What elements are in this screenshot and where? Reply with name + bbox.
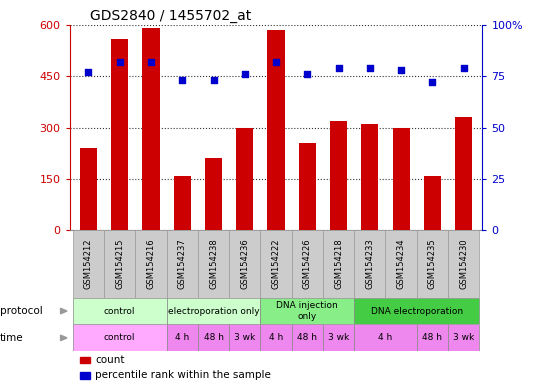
Point (334, 65, 343, 71)
Text: protocol: protocol (0, 306, 43, 316)
Text: DNA injection
only: DNA injection only (277, 301, 338, 321)
Bar (167, 298, 260, 324)
Bar (292, 230, 323, 298)
Bar (417, 230, 448, 298)
Bar (260, 298, 354, 324)
Text: count: count (95, 355, 125, 365)
Text: GSM154233: GSM154233 (366, 238, 374, 290)
Bar (73, 324, 167, 351)
Bar (104, 230, 136, 298)
Text: GSM154216: GSM154216 (146, 239, 155, 289)
Bar (111, 39, 128, 230)
Point (178, 77, 187, 83)
Bar (260, 324, 292, 351)
Bar (385, 230, 417, 298)
Text: GSM154226: GSM154226 (303, 239, 312, 289)
Point (397, 67, 405, 73)
Point (209, 77, 218, 83)
Bar (354, 324, 417, 351)
Text: 4 h: 4 h (378, 333, 392, 343)
Bar (292, 324, 323, 351)
Bar (448, 230, 479, 298)
Point (303, 71, 311, 77)
Text: 3 wk: 3 wk (453, 333, 474, 343)
Point (84, 69, 93, 75)
Point (115, 59, 124, 65)
Bar (80, 356, 90, 363)
Text: GDS2840 / 1455702_at: GDS2840 / 1455702_at (90, 8, 251, 23)
Text: GSM154212: GSM154212 (84, 239, 93, 289)
Text: 48 h: 48 h (422, 333, 442, 343)
Bar (80, 372, 90, 379)
Bar (260, 230, 292, 298)
Text: GSM154236: GSM154236 (240, 238, 249, 290)
Bar (236, 127, 254, 230)
Text: percentile rank within the sample: percentile rank within the sample (95, 370, 271, 381)
Text: control: control (104, 333, 136, 343)
Text: GSM154230: GSM154230 (459, 239, 468, 289)
Text: 3 wk: 3 wk (234, 333, 255, 343)
Bar (330, 121, 347, 230)
Polygon shape (61, 308, 67, 314)
Point (366, 65, 374, 71)
Bar (323, 230, 354, 298)
Bar (299, 143, 316, 230)
Bar (229, 324, 260, 351)
Bar (73, 230, 104, 298)
Text: GSM154215: GSM154215 (115, 239, 124, 289)
Text: GSM154218: GSM154218 (334, 239, 343, 289)
Point (241, 71, 249, 77)
Bar (198, 230, 229, 298)
Bar (455, 118, 472, 230)
Bar (73, 298, 167, 324)
Point (272, 59, 280, 65)
Text: 48 h: 48 h (297, 333, 317, 343)
Text: GSM154222: GSM154222 (272, 239, 280, 289)
Point (459, 65, 468, 71)
Bar (229, 230, 260, 298)
Bar (174, 175, 191, 230)
Bar (198, 324, 229, 351)
Text: control: control (104, 306, 136, 316)
Text: GSM154234: GSM154234 (397, 239, 406, 289)
Bar (424, 175, 441, 230)
Bar (167, 230, 198, 298)
Bar (80, 148, 97, 230)
Text: 4 h: 4 h (175, 333, 189, 343)
Text: 48 h: 48 h (204, 333, 224, 343)
Bar (205, 159, 222, 230)
Polygon shape (61, 335, 67, 341)
Bar (361, 124, 378, 230)
Point (428, 79, 437, 86)
Text: electroporation only: electroporation only (168, 306, 259, 316)
Bar (167, 324, 198, 351)
Text: GSM154238: GSM154238 (209, 238, 218, 290)
Point (147, 59, 155, 65)
Text: DNA electroporation: DNA electroporation (371, 306, 463, 316)
Bar (267, 30, 285, 230)
Text: GSM154235: GSM154235 (428, 239, 437, 289)
Bar (143, 28, 160, 230)
Bar (354, 230, 385, 298)
Text: GSM154237: GSM154237 (178, 238, 187, 290)
Text: 4 h: 4 h (269, 333, 283, 343)
Bar (448, 324, 479, 351)
Bar (354, 298, 479, 324)
Bar (136, 230, 167, 298)
Bar (417, 324, 448, 351)
Bar (392, 127, 410, 230)
Bar (323, 324, 354, 351)
Text: 3 wk: 3 wk (328, 333, 349, 343)
Text: time: time (0, 333, 24, 343)
